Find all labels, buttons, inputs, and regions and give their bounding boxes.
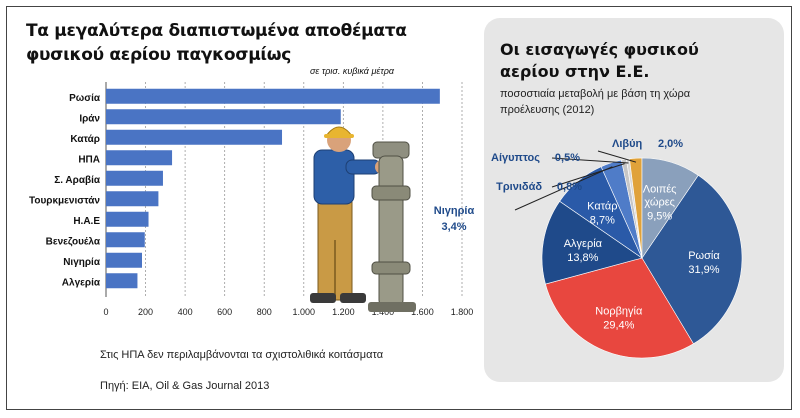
bar-chart-title-line-1: Τα μεγαλύτερα διαπιστωμένα αποθέματα [26, 21, 407, 41]
pie-chart-labels: Ρωσία 31,9% Νορβηγία 29,4% Αλγερία 13,8% Κατάρ… [434, 138, 721, 332]
slice-name-label: Νορβηγία [595, 306, 643, 318]
category-label: Σ. Αραβία [54, 175, 101, 186]
x-tick-label: 1.800 [451, 307, 474, 317]
pie-chart-leader-lines [514, 150, 637, 211]
slice-name-label: Νιγηρία [434, 205, 475, 217]
category-label: ΗΠΑ [78, 154, 100, 165]
bar [106, 191, 159, 207]
pie-slice [545, 257, 694, 359]
category-label: Η.Α.Ε [73, 216, 100, 227]
slice-name-label: Λοιπές [643, 184, 677, 196]
leader-line [551, 163, 625, 188]
bar-chart-footnote: Στις ΗΠΑ δεν περιλαμβάνονται τα σχιστολι… [100, 349, 384, 361]
slice-name-label: Αίγυπτος [491, 152, 540, 164]
bar-chart-bars [106, 88, 440, 289]
leader-line [514, 166, 613, 211]
category-label: Αλγερία [62, 277, 101, 288]
x-tick-label: 200 [138, 307, 153, 317]
bar-chart-unit-label: σε τρισ. κυβικά μέτρα [310, 66, 394, 76]
slice-value-label: 8,7% [590, 214, 615, 226]
pie-chart-title-line-1: Οι εισαγωγές φυσικού [500, 40, 699, 59]
pie-chart-slices [541, 157, 743, 359]
slice-value-label: 9,5% [647, 211, 672, 223]
category-label: Νιγηρία [63, 257, 101, 268]
bar [106, 109, 341, 125]
slice-value-label: 0,8% [557, 181, 582, 193]
x-tick-label: 0 [103, 307, 108, 317]
source-credit: Πηγή: EIA, Oil & Gas Journal 2013 [100, 380, 270, 392]
pie-chart-subtitle-line-2: προέλευσης (2012) [500, 104, 595, 116]
slice-name-label: Κατάρ [587, 200, 617, 212]
slice-name-label: Αλγερία [564, 238, 603, 250]
bar [106, 232, 145, 248]
leader-line [551, 157, 629, 164]
x-tick-label: 600 [217, 307, 232, 317]
category-label: Ρωσία [69, 93, 101, 104]
category-label: Ιράν [79, 113, 100, 124]
bar [106, 88, 440, 104]
x-tick-label: 1.000 [293, 307, 316, 317]
x-tick-label: 1.600 [411, 307, 434, 317]
bar-chart-category-labels: Ρωσία Ιράν Κατάρ ΗΠΑ Σ. Αραβία Τουρκμενιστάν Η… [29, 93, 101, 289]
bar [106, 150, 173, 166]
slice-value-label: 29,4% [603, 320, 634, 332]
category-label: Τουρκμενιστάν [29, 195, 100, 206]
slice-name-label: Τρινιδάδ [496, 181, 542, 193]
slice-value-label: 2,0% [658, 138, 683, 150]
gas-worker-illustration [310, 126, 416, 312]
bar [106, 252, 142, 268]
slice-value-label: 31,9% [688, 264, 719, 276]
slice-value-label: 13,8% [567, 252, 598, 264]
x-tick-label: 400 [178, 307, 193, 317]
bar [106, 170, 163, 186]
bar [106, 129, 283, 145]
pie-chart-title-line-2: αερίου στην Ε.Ε. [500, 62, 650, 81]
bar [106, 273, 138, 289]
bar [106, 211, 149, 227]
category-label: Βενεζουέλα [46, 236, 101, 247]
bar-chart-title-line-2: φυσικού αερίου παγκοσμίως [26, 45, 291, 65]
pie-slice [641, 157, 699, 259]
slice-name-label: Ρωσία [688, 250, 720, 262]
pie-slice [541, 200, 643, 285]
leader-line [597, 150, 637, 163]
x-tick-label: 1.200 [332, 307, 355, 317]
pie-chart-subtitle-line-1: ποσοστιαία μεταβολή με βάση τη χώρα [500, 88, 691, 100]
category-label: Κατάρ [70, 134, 100, 145]
slice-name-label: χώρες [644, 197, 675, 209]
x-tick-label: 800 [257, 307, 272, 317]
slice-value-label: 3,4% [441, 221, 466, 233]
pie-slice [641, 174, 743, 345]
slice-value-label: 0,5% [555, 152, 580, 164]
slice-name-label: Λιβύη [612, 138, 643, 150]
